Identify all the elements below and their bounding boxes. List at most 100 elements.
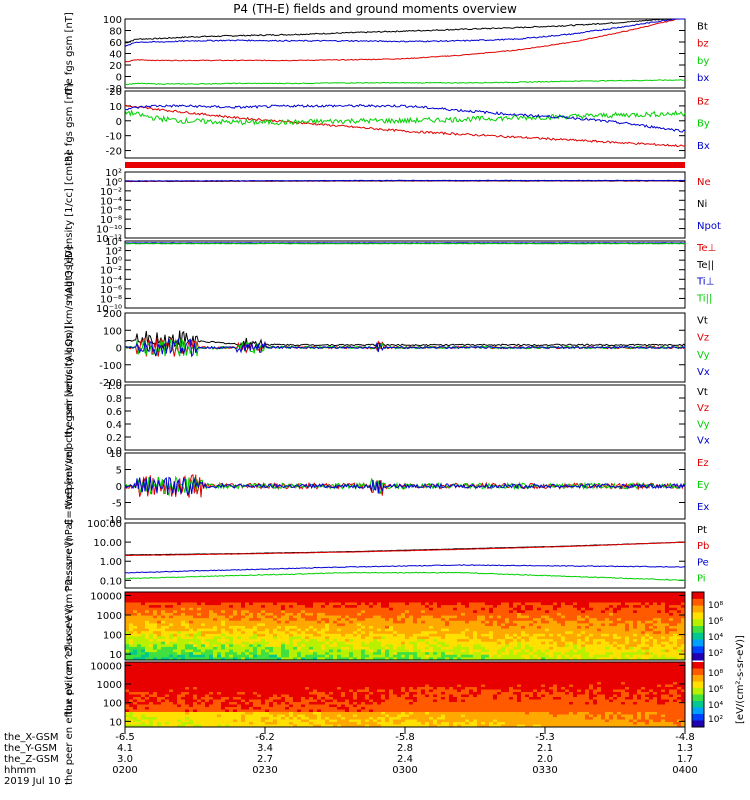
heatmap-cell — [173, 712, 178, 715]
heatmap-cell — [233, 633, 238, 637]
heatmap-cell — [553, 628, 558, 632]
heatmap-cell — [137, 707, 142, 710]
heatmap-cell — [137, 618, 142, 622]
heatmap-cell — [189, 654, 194, 658]
heatmap-cell — [161, 605, 166, 609]
heatmap-cell — [261, 654, 266, 658]
heatmap-cell — [209, 615, 214, 619]
heatmap-cell — [169, 682, 174, 685]
heatmap-cell — [365, 592, 370, 596]
heatmap-cell — [209, 602, 214, 606]
heatmap-cell — [173, 594, 178, 598]
heatmap-cell — [477, 636, 482, 640]
heatmap-cell — [173, 724, 178, 728]
heatmap-cell — [577, 597, 582, 601]
heatmap-cell — [593, 605, 598, 609]
heatmap-cell — [561, 592, 566, 596]
heatmap-cell — [189, 724, 194, 728]
heatmap-cell — [233, 717, 238, 720]
heatmap-cell — [409, 623, 414, 627]
heatmap-cell — [285, 702, 290, 705]
heatmap-cell — [137, 714, 142, 718]
heatmap-cell — [593, 602, 598, 606]
heatmap-cell — [209, 620, 214, 624]
heatmap-cell — [265, 674, 270, 678]
heatmap-cell — [193, 646, 198, 650]
heatmap-cell — [457, 654, 462, 658]
heatmap-cell — [221, 702, 226, 705]
heatmap-cell — [265, 704, 270, 708]
heatmap-cell — [409, 594, 414, 598]
heatmap-cell — [277, 677, 282, 680]
heatmap-cell — [569, 641, 574, 645]
heatmap-cell — [229, 646, 234, 650]
heatmap-cell — [645, 605, 650, 609]
heatmap-cell — [581, 633, 586, 637]
heatmap-cell — [337, 610, 342, 614]
heatmap-cell — [221, 697, 226, 700]
heatmap-cell — [605, 626, 610, 630]
heatmap-cell — [285, 722, 290, 725]
heatmap-cell — [193, 714, 198, 718]
heatmap-cell — [325, 623, 330, 627]
heatmap-cell — [213, 719, 218, 723]
heatmap-cell — [413, 620, 418, 624]
heatmap-cell — [317, 646, 322, 650]
heatmap-cell — [193, 704, 198, 708]
heatmap-cell — [293, 623, 298, 627]
heatmap-cell — [577, 615, 582, 619]
heatmap-cell — [317, 607, 322, 611]
heatmap-cell — [281, 644, 286, 648]
heatmap-cell — [485, 612, 490, 616]
heatmap-cell — [161, 646, 166, 650]
heatmap-cell — [293, 599, 298, 603]
heatmap-cell — [549, 631, 554, 635]
heatmap-cell — [145, 672, 150, 675]
heatmap-cell — [169, 662, 174, 665]
heatmap-cell — [145, 597, 150, 601]
heatmap-cell — [289, 592, 294, 596]
heatmap-cell — [409, 602, 414, 606]
heatmap-cell — [153, 724, 158, 728]
heatmap-cell — [177, 652, 182, 656]
heatmap-cell — [661, 602, 666, 606]
heatmap-cell — [585, 612, 590, 616]
heatmap-cell — [597, 618, 602, 622]
heatmap-cell — [149, 709, 154, 713]
heatmap-cell — [397, 599, 402, 603]
heatmap-cell — [281, 657, 286, 661]
heatmap-cell — [469, 654, 474, 658]
heatmap-cell — [249, 626, 254, 630]
heatmap-cell — [157, 677, 162, 680]
heatmap-cell — [661, 605, 666, 609]
heatmap-cell — [349, 610, 354, 614]
heatmap-cell — [245, 592, 250, 596]
heatmap-cell — [565, 631, 570, 635]
heatmap-cell — [201, 677, 206, 680]
heatmap-cell — [153, 707, 158, 710]
heatmap-cell — [497, 644, 502, 648]
heatmap-cell — [505, 639, 510, 643]
heatmap-cell — [537, 652, 542, 656]
heatmap-cell — [237, 623, 242, 627]
heatmap-cell — [645, 633, 650, 637]
heatmap-cell — [629, 646, 634, 650]
y-tick-label: 1000 — [97, 611, 122, 622]
heatmap-cell — [361, 649, 366, 653]
heatmap-cell — [537, 631, 542, 635]
heatmap-cell — [189, 692, 194, 695]
heatmap-cell — [485, 641, 490, 645]
heatmap-cell — [145, 615, 150, 619]
heatmap-cell — [541, 652, 546, 656]
heatmap-cell — [381, 626, 386, 630]
heatmap-cell — [289, 623, 294, 627]
heatmap-cell — [417, 639, 422, 643]
heatmap-cell — [133, 605, 138, 609]
heatmap-cell — [621, 654, 626, 658]
heatmap-cell — [257, 674, 262, 678]
heatmap-cell — [445, 599, 450, 603]
heatmap-cell — [665, 592, 670, 596]
heatmap-cell — [153, 667, 158, 670]
heatmap-cell — [169, 719, 174, 723]
heatmap-cell — [453, 599, 458, 603]
